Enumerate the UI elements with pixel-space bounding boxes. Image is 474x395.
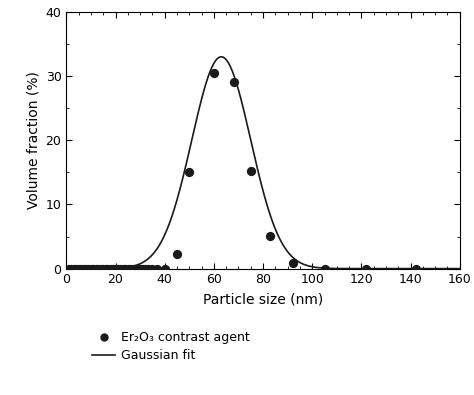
- Point: [185, 169, 193, 175]
- Point: [100, 265, 107, 272]
- Y-axis label: Volume fraction (%): Volume fraction (%): [26, 71, 40, 209]
- Point: [67, 265, 75, 272]
- Point: [112, 265, 119, 272]
- Point: [124, 265, 132, 272]
- X-axis label: Particle size (nm): Particle size (nm): [203, 292, 323, 306]
- Point: [154, 265, 161, 272]
- Point: [90, 265, 97, 272]
- Point: [65, 265, 73, 272]
- Point: [129, 265, 137, 272]
- Point: [107, 265, 114, 272]
- Point: [92, 265, 100, 272]
- Point: [117, 265, 124, 272]
- Point: [173, 251, 181, 257]
- Point: [87, 265, 95, 272]
- Point: [80, 265, 87, 272]
- Point: [210, 70, 218, 76]
- Point: [321, 265, 328, 272]
- Point: [139, 265, 146, 272]
- Point: [412, 265, 419, 272]
- Point: [131, 265, 139, 272]
- Point: [141, 265, 149, 272]
- Point: [70, 265, 78, 272]
- Point: [247, 168, 255, 174]
- Point: [102, 265, 109, 272]
- Point: [230, 79, 237, 86]
- Point: [289, 260, 296, 267]
- Point: [77, 265, 85, 272]
- Point: [97, 265, 105, 272]
- Point: [75, 265, 82, 272]
- Point: [114, 265, 122, 272]
- Point: [134, 265, 141, 272]
- Point: [85, 265, 92, 272]
- Legend: Er₂O₃ contrast agent, Gaussian fit: Er₂O₃ contrast agent, Gaussian fit: [92, 331, 250, 362]
- Point: [109, 265, 117, 272]
- Point: [144, 265, 151, 272]
- Point: [149, 265, 156, 272]
- Point: [104, 265, 112, 272]
- Point: [121, 265, 129, 272]
- Point: [127, 265, 134, 272]
- Point: [267, 233, 274, 239]
- Point: [119, 265, 127, 272]
- Point: [94, 265, 102, 272]
- Point: [73, 265, 80, 272]
- Point: [137, 265, 144, 272]
- Point: [82, 265, 90, 272]
- Point: [363, 265, 370, 272]
- Point: [161, 265, 168, 272]
